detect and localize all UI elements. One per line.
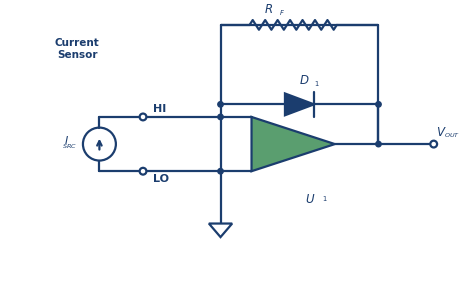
Circle shape bbox=[140, 168, 146, 175]
Circle shape bbox=[218, 102, 223, 107]
Circle shape bbox=[376, 141, 381, 147]
Polygon shape bbox=[209, 223, 232, 237]
Text: −: − bbox=[257, 116, 267, 129]
Text: $_F$: $_F$ bbox=[279, 8, 285, 18]
Text: $U$: $U$ bbox=[305, 193, 316, 205]
Circle shape bbox=[218, 168, 223, 174]
Text: +: + bbox=[257, 159, 267, 172]
Text: $V$: $V$ bbox=[436, 126, 447, 139]
Text: $R$: $R$ bbox=[264, 3, 273, 16]
Text: $_{SRC}$: $_{SRC}$ bbox=[62, 142, 77, 150]
Text: Current: Current bbox=[55, 38, 100, 48]
Text: $D$: $D$ bbox=[299, 74, 310, 87]
Circle shape bbox=[430, 141, 437, 147]
Text: $_{OUT}$: $_{OUT}$ bbox=[444, 131, 460, 140]
Text: $_1$: $_1$ bbox=[314, 79, 320, 89]
Text: $I$: $I$ bbox=[64, 134, 69, 146]
Text: Sensor: Sensor bbox=[57, 50, 97, 60]
Circle shape bbox=[218, 114, 223, 120]
Text: LO: LO bbox=[153, 174, 169, 184]
Polygon shape bbox=[285, 93, 314, 115]
Text: $_1$: $_1$ bbox=[322, 194, 328, 204]
Circle shape bbox=[376, 102, 381, 107]
Polygon shape bbox=[252, 117, 335, 171]
Circle shape bbox=[140, 113, 146, 120]
Text: HI: HI bbox=[153, 104, 166, 114]
